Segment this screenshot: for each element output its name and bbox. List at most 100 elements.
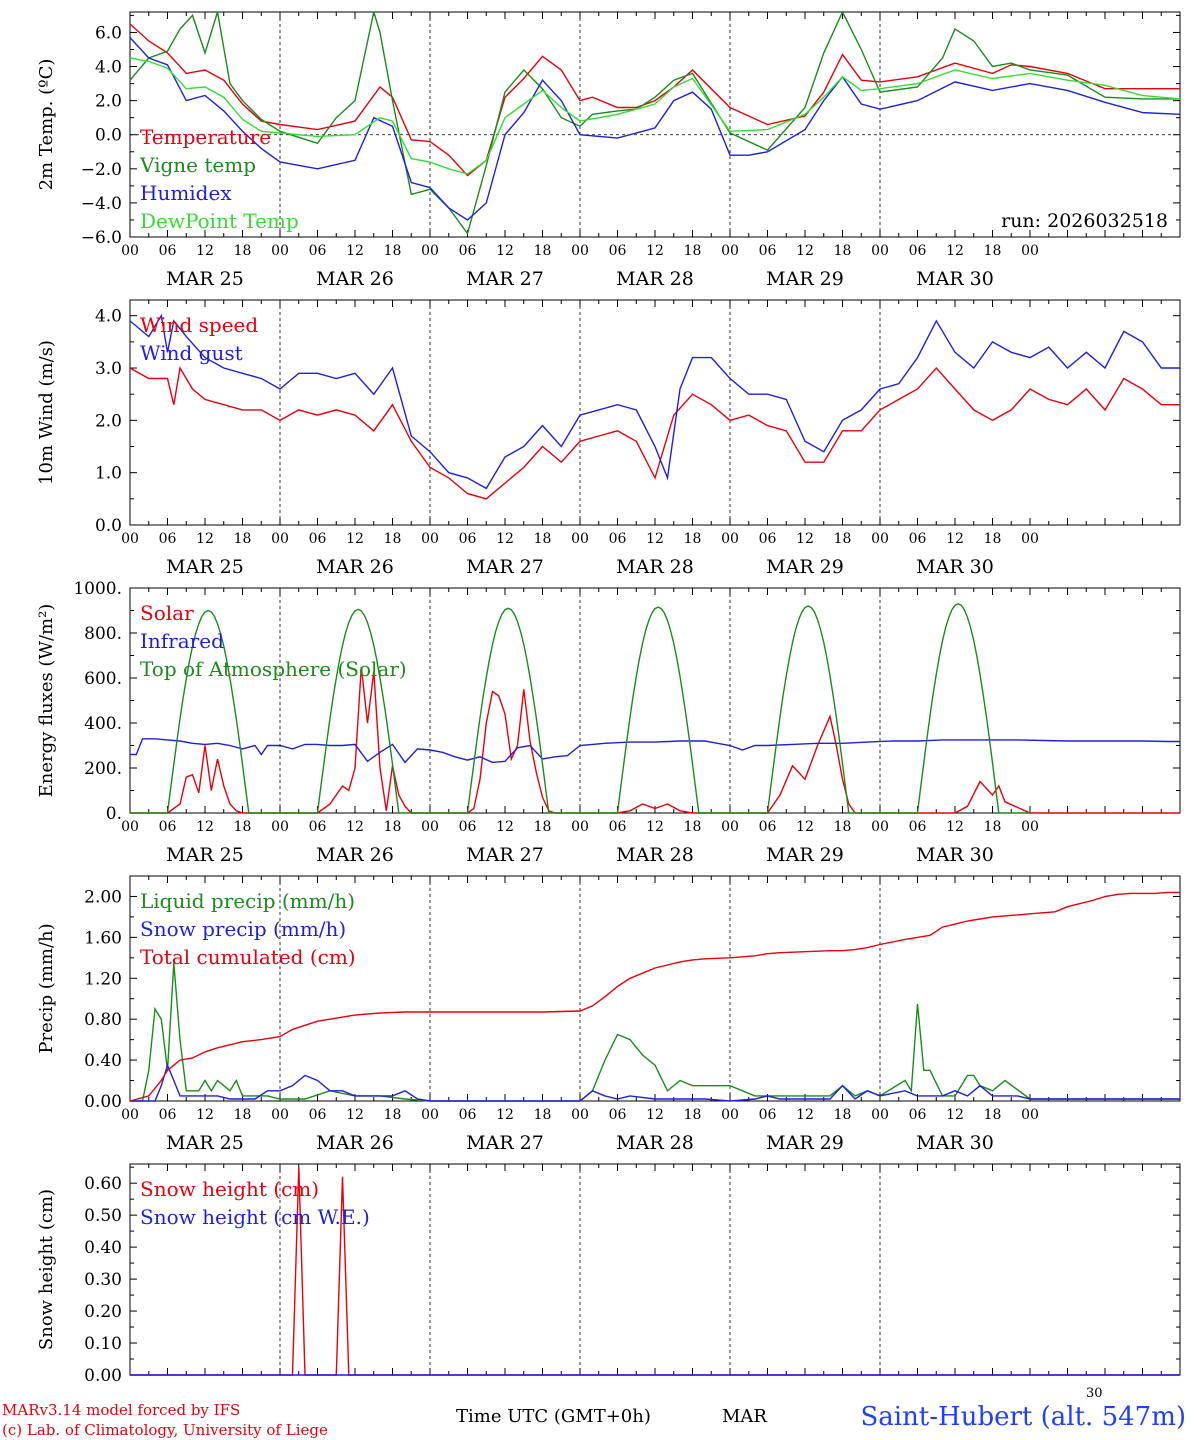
y-axis-label: 10m Wind (m/s): [36, 340, 57, 485]
y-tick-label: 400.: [84, 714, 122, 734]
x-tick-label: 00: [1021, 243, 1039, 259]
y-tick-label: 0.: [106, 804, 122, 824]
x-tick-label: 18: [234, 819, 252, 835]
day-label: MAR 30: [916, 268, 994, 290]
y-tick-label: 0.10: [84, 1334, 122, 1354]
legend-entry: Wind gust: [140, 341, 243, 365]
x-tick-label: 06: [909, 531, 927, 547]
x-tick-label: 00: [571, 531, 589, 547]
day-label: MAR 29: [766, 844, 844, 866]
x-tick-label: 06: [159, 819, 177, 835]
y-tick-label: −2.0: [81, 160, 122, 180]
legend-entry: Liquid precip (mm/h): [140, 889, 355, 913]
x-tick-label: 18: [534, 531, 552, 547]
x-tick-label: 00: [271, 243, 289, 259]
x-tick-label: 18: [834, 243, 852, 259]
series-line-liquid-precip-mm-h-: [130, 962, 1180, 1102]
x-tick-label: 12: [796, 243, 814, 259]
x-tick-label: 18: [234, 1107, 252, 1123]
legend-entry: Solar: [140, 601, 194, 625]
x-tick-label: 00: [421, 531, 439, 547]
legend-entry: DewPoint Temp: [140, 209, 299, 233]
plot-frame: [129, 587, 1181, 814]
series-line-snow-precip-mm-h-: [130, 1063, 1180, 1102]
y-tick-label: 3.0: [95, 359, 122, 379]
x-tick-label: 06: [309, 531, 327, 547]
legend-entry: Total cumulated (cm): [140, 945, 356, 969]
end-day-label: 30: [1086, 1386, 1103, 1401]
series-line-infrared: [130, 738, 1180, 764]
x-tick-label: 06: [309, 1107, 327, 1123]
x-tick-label: 00: [121, 531, 139, 547]
day-label: MAR 25: [166, 268, 244, 290]
day-label: MAR 28: [616, 556, 694, 578]
x-tick-label: 12: [346, 243, 364, 259]
x-tick-label: 12: [346, 531, 364, 547]
legend-entry: Infrared: [140, 629, 224, 653]
x-tick-label: 18: [984, 243, 1002, 259]
plot-frame: [129, 11, 1181, 238]
y-tick-label: 1.60: [84, 928, 122, 948]
y-tick-label: 0.20: [84, 1302, 122, 1322]
y-tick-label: 600.: [84, 669, 122, 689]
day-label: MAR 30: [916, 1132, 994, 1154]
legend-entry: Top of Atmosphere (Solar): [140, 657, 407, 681]
y-tick-label: 0.40: [84, 1051, 122, 1071]
x-tick-label: 00: [121, 1107, 139, 1123]
x-tick-label: 06: [459, 243, 477, 259]
x-tick-label: 06: [459, 1107, 477, 1123]
day-label: MAR 25: [166, 556, 244, 578]
time-axis-label: Time UTC (GMT+0h): [456, 1406, 651, 1427]
x-tick-label: 00: [1021, 819, 1039, 835]
x-tick-label: 00: [1021, 531, 1039, 547]
x-tick-label: 06: [459, 819, 477, 835]
y-tick-label: 200.: [84, 759, 122, 779]
x-tick-label: 06: [609, 819, 627, 835]
x-tick-label: 00: [1021, 1107, 1039, 1123]
x-tick-label: 06: [609, 1107, 627, 1123]
day-label: MAR 28: [616, 1132, 694, 1154]
x-tick-label: 00: [871, 243, 889, 259]
x-tick-label: 00: [571, 819, 589, 835]
series-line-humidex: [129, 37, 1181, 221]
x-tick-label: 12: [646, 819, 664, 835]
x-tick-label: 12: [196, 243, 214, 259]
y-tick-label: −6.0: [81, 228, 122, 248]
day-label: MAR 25: [166, 1132, 244, 1154]
y-axis-label: Precip (mm/h): [36, 923, 57, 1053]
x-tick-label: 06: [309, 243, 327, 259]
y-tick-label: 800.: [84, 624, 122, 644]
x-tick-label: 12: [496, 1107, 514, 1123]
x-tick-label: 00: [571, 243, 589, 259]
x-tick-label: 18: [234, 243, 252, 259]
legend-entry: Temperature: [140, 125, 271, 149]
x-tick-label: 06: [159, 1107, 177, 1123]
day-label: MAR 27: [466, 1132, 544, 1154]
day-label: MAR 29: [766, 1132, 844, 1154]
y-tick-label: 0.50: [84, 1206, 122, 1226]
day-label: MAR 28: [616, 844, 694, 866]
x-tick-label: 18: [384, 1107, 402, 1123]
x-tick-label: 00: [271, 531, 289, 547]
x-tick-label: 06: [759, 1107, 777, 1123]
x-tick-label: 00: [721, 243, 739, 259]
x-tick-label: 12: [946, 1107, 964, 1123]
x-tick-label: 00: [421, 819, 439, 835]
x-tick-label: 18: [834, 1107, 852, 1123]
legend-entry: Wind speed: [140, 313, 258, 337]
y-axis-label: Snow height (cm): [36, 1189, 57, 1350]
x-tick-label: 00: [721, 1107, 739, 1123]
x-tick-label: 12: [196, 1107, 214, 1123]
x-tick-label: 12: [496, 243, 514, 259]
legend-entry: Snow height (cm): [140, 1177, 319, 1201]
x-tick-label: 12: [346, 1107, 364, 1123]
day-label: MAR 30: [916, 844, 994, 866]
x-tick-label: 18: [834, 531, 852, 547]
y-tick-label: 0.40: [84, 1238, 122, 1258]
y-tick-label: 1.20: [84, 969, 122, 989]
day-label: MAR 27: [466, 556, 544, 578]
legend-entry: Vigne temp: [139, 153, 256, 177]
x-tick-label: 18: [234, 531, 252, 547]
x-tick-label: 06: [609, 243, 627, 259]
